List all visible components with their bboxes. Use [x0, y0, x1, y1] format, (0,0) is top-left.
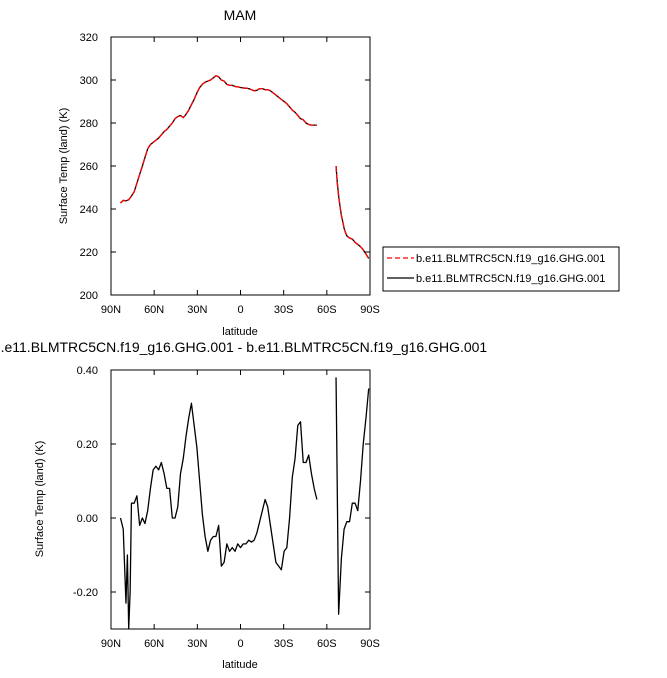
bottom-axis-ticks: 90N 60N 30N 0 30S 60S 90S 0.40 0.20 0.00 -0.20	[73, 365, 380, 650]
top-y-tick-label: 320	[80, 32, 98, 44]
bottom-x-tick-label: 30S	[274, 638, 294, 650]
top-y-tick-label: 280	[80, 118, 98, 130]
top-x-axis-label: latitude	[222, 326, 257, 338]
legend-box	[382, 246, 620, 292]
bottom-chart-title: b.e11.BLMTRC5CN.f19_g16.GHG.001 - b.e11.…	[0, 339, 487, 355]
bottom-series-line-black-solid	[119, 402, 318, 630]
top-x-tick-label: 60S	[317, 304, 337, 316]
bottom-x-tick-label: 90S	[360, 638, 380, 650]
top-x-tick-label: 90S	[360, 304, 380, 316]
top-chart-title: MAM	[224, 7, 257, 23]
top-y-tick-label: 300	[80, 75, 98, 87]
top-y-tick-label: 260	[80, 161, 98, 173]
top-axis-ticks: 90N 60N 30N 0 30S 60S 90S 200 220 240 260 280 300 320	[80, 32, 380, 316]
top-series-line-black-solid	[335, 165, 370, 259]
top-series-line-red-dashed	[335, 165, 370, 259]
top-series-lines	[120, 75, 370, 259]
top-y-tick-label: 220	[80, 247, 98, 259]
top-x-tick-label: 30N	[187, 304, 207, 316]
top-x-tick-label: 0	[237, 304, 243, 316]
legend-entry-red-dashed: b.e11.BLMTRC5CN.f19_g16.GHG.001	[416, 253, 605, 265]
bottom-plot-frame	[110, 369, 371, 630]
bottom-x-tick-label: 60S	[317, 638, 337, 650]
bottom-y-tick-label: 0.40	[77, 365, 98, 377]
top-plot-frame	[110, 36, 371, 296]
bottom-x-tick-label: 60N	[144, 638, 164, 650]
bottom-y-tick-label: -0.20	[73, 587, 98, 599]
bottom-series-lines	[119, 377, 370, 630]
top-series-line-black-solid	[120, 75, 317, 204]
top-y-axis-label: Surface Temp (land) (K)	[58, 108, 70, 225]
top-series-line-red-dashed	[120, 75, 317, 204]
bottom-y-axis-label: Surface Temp (land) (K)	[34, 441, 46, 558]
top-x-tick-label: 60N	[144, 304, 164, 316]
top-y-tick-label: 240	[80, 204, 98, 216]
top-x-tick-label: 90N	[101, 304, 121, 316]
bottom-x-tick-label: 0	[237, 638, 243, 650]
top-panel: MAM Surface Temp (land) (K) latitude 90N…	[58, 7, 380, 338]
bottom-x-axis-label: latitude	[222, 659, 257, 671]
bottom-panel: b.e11.BLMTRC5CN.f19_g16.GHG.001 - b.e11.…	[0, 339, 487, 671]
bottom-y-tick-label: 0.00	[77, 513, 98, 525]
legend: b.e11.BLMTRC5CN.f19_g16.GHG.001 b.e11.BL…	[382, 246, 620, 292]
top-y-tick-label: 200	[80, 290, 98, 302]
bottom-x-tick-label: 90N	[101, 638, 121, 650]
legend-entry-black-solid: b.e11.BLMTRC5CN.f19_g16.GHG.001	[416, 273, 605, 285]
bottom-series-line-black-solid	[335, 377, 370, 615]
top-x-tick-label: 30S	[274, 304, 294, 316]
bottom-y-tick-label: 0.20	[77, 439, 98, 451]
bottom-x-tick-label: 30N	[187, 638, 207, 650]
